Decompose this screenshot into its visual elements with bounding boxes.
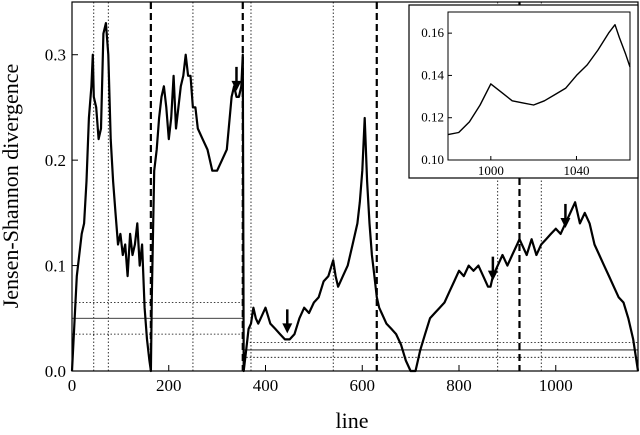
x-tick-label: 600 xyxy=(350,376,376,395)
inset-x-tick-label: 1000 xyxy=(478,163,504,178)
x-axis-title: line xyxy=(336,408,369,433)
divergence-line xyxy=(70,22,640,373)
arrow-marker xyxy=(487,270,498,281)
y-tick-label: 0.1 xyxy=(45,257,66,276)
inset-y-tick-label: 0.14 xyxy=(421,67,444,82)
y-tick-label: 0.0 xyxy=(45,362,66,381)
y-tick-label: 0.3 xyxy=(45,46,66,65)
x-tick-label: 0 xyxy=(68,376,77,395)
inset-y-tick-label: 0.10 xyxy=(421,152,444,167)
x-tick-label: 800 xyxy=(446,376,472,395)
inset-plot: 1000 1040 0.10 0.12 0.14 0.16 xyxy=(408,4,639,179)
arrow-marker xyxy=(282,323,293,334)
inset-y-tick-label: 0.12 xyxy=(421,110,444,125)
x-tick-label: 200 xyxy=(156,376,182,395)
inset-line xyxy=(447,24,631,136)
x-tick-label: 1000 xyxy=(539,376,573,395)
inset-frame xyxy=(447,11,631,161)
x-tick-label: 400 xyxy=(253,376,279,395)
plot-frame xyxy=(71,1,639,372)
arrow-marker xyxy=(231,80,242,91)
arrow-marker xyxy=(560,217,571,228)
inset-x-tick-label: 1040 xyxy=(563,163,589,178)
y-tick-label: 0.2 xyxy=(45,151,66,170)
y-axis-title: Jensen-Shannon divergence xyxy=(0,64,23,309)
inset-y-tick-label: 0.16 xyxy=(421,25,444,40)
